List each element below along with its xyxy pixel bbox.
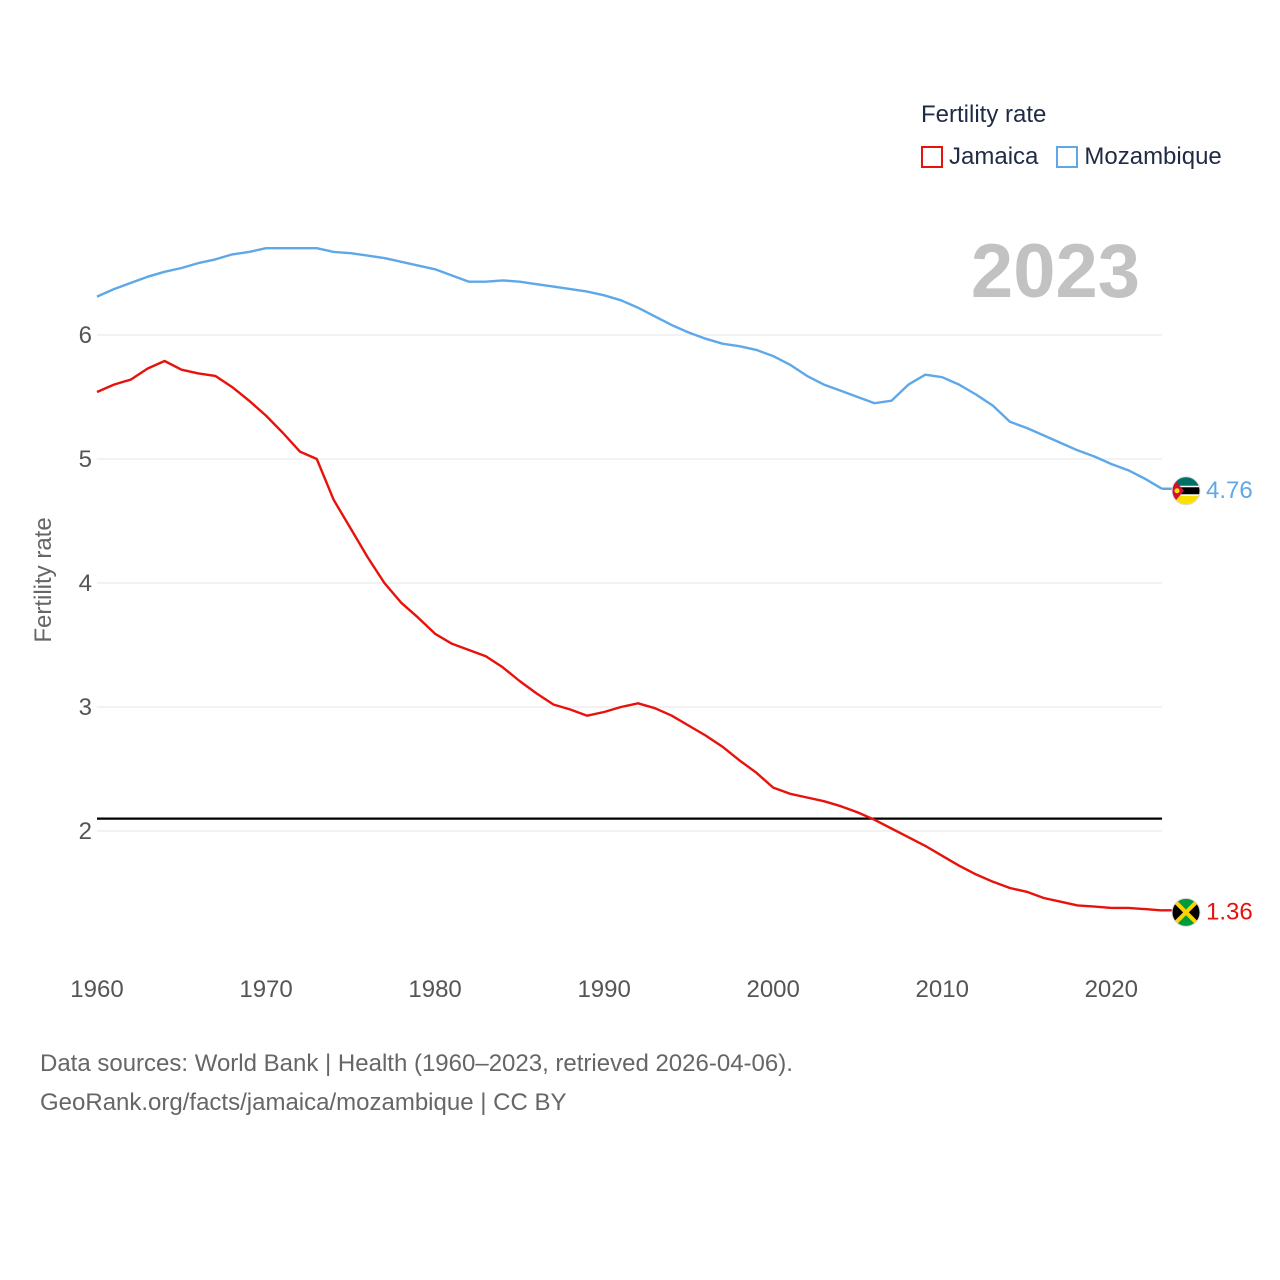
y-tick-label-4: 4	[79, 570, 92, 597]
series-lines	[96, 246, 1163, 912]
mozambique-flag-icon	[1171, 476, 1201, 506]
footer-sources: Data sources: World Bank | Health (1960–…	[40, 1050, 793, 1077]
series-line-jamaica	[96, 359, 1163, 912]
legend-swatch-jamaica	[921, 146, 943, 168]
legend-item-mozambique[interactable]: Mozambique	[1056, 143, 1222, 171]
y-tick-label-3: 3	[79, 694, 92, 721]
x-tick-label-1980: 1980	[408, 976, 461, 1003]
current-year-label: 2023	[970, 229, 1140, 314]
footer: Data sources: World Bank | Health (1960–…	[40, 1044, 793, 1122]
legend: Jamaica Mozambique	[921, 143, 1240, 171]
x-tick-label-1970: 1970	[239, 976, 292, 1003]
x-tick-label-2010: 2010	[916, 976, 969, 1003]
legend-swatch-mozambique	[1056, 146, 1079, 168]
legend-label-mozambique: Mozambique	[1084, 143, 1222, 170]
series-line-mozambique	[96, 246, 1163, 490]
y-axis-ticks: 2 3 4 5 6	[79, 322, 92, 845]
legend-title: Fertility rate	[921, 101, 1047, 128]
x-tick-label-2000: 2000	[746, 976, 799, 1003]
x-tick-label-1990: 1990	[577, 976, 630, 1003]
y-tick-label-6: 6	[79, 322, 92, 349]
x-axis-ticks: 1960 1970 1980 1990 2000 2010 2020	[70, 976, 1138, 1003]
x-tick-label-2020: 2020	[1085, 976, 1138, 1003]
footer-link: GeoRank.org/facts/jamaica/mozambique | C…	[40, 1089, 567, 1116]
gridlines	[97, 334, 1162, 832]
end-markers: 1.36 4.76	[1162, 476, 1253, 927]
jamaica-flag-icon	[1171, 897, 1201, 927]
end-value-label-jamaica: 1.36	[1206, 898, 1253, 925]
legend-item-jamaica[interactable]: Jamaica	[921, 143, 1038, 171]
x-tick-label-1960: 1960	[70, 976, 123, 1003]
y-tick-label-2: 2	[79, 818, 92, 845]
end-value-label-mozambique: 4.76	[1206, 477, 1253, 504]
y-tick-label-5: 5	[79, 446, 92, 473]
y-axis-label: Fertility rate	[30, 517, 57, 642]
legend-label-jamaica: Jamaica	[949, 143, 1039, 170]
